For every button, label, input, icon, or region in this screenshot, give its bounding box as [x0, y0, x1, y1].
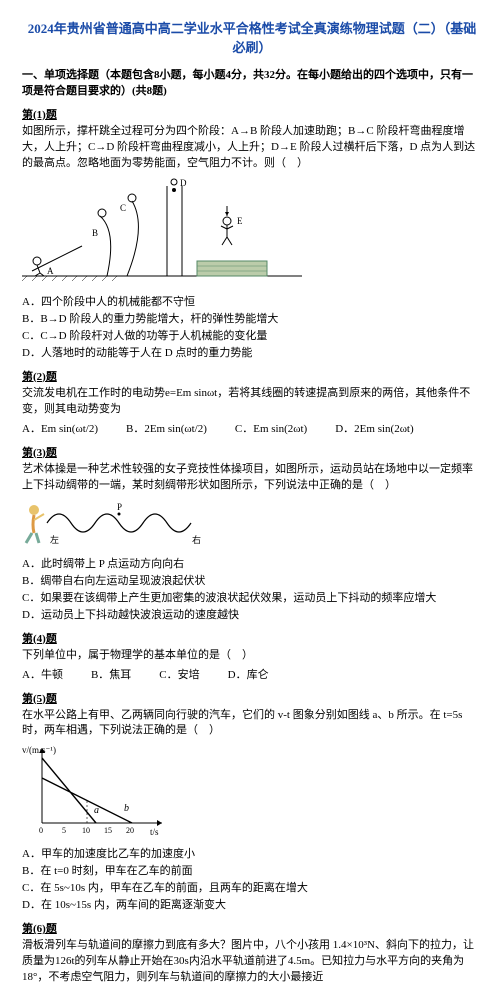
q5-opt-a[interactable]: A．甲车的加速度比乙车的加速度小 — [22, 845, 482, 861]
doc-title: 2024年贵州省普通高中高二学业水平合格性考试全真演练物理试题（二）（基础必刷） — [22, 18, 482, 56]
q5-stem: 在水平公路上有甲、乙两辆同向行驶的汽车，它们的 v-t 图象分别如图线 a、b … — [22, 708, 482, 740]
q5-xaxis-label: t/s — [150, 827, 159, 837]
q1-opt-d[interactable]: D．人落地时的动能等于人在 D 点时的重力势能 — [22, 344, 482, 360]
q1-options: A．四个阶段中人的机械能都不守恒 B．B→D 阶段人的重力势能增大，杆的弹性势能… — [22, 293, 482, 360]
svg-text:D: D — [180, 178, 187, 188]
q3-opt-b[interactable]: B．绸带自右向左运动呈现波浪起伏状 — [22, 572, 482, 588]
q4-opt-b[interactable]: B．焦耳 — [91, 666, 131, 682]
q5-heading: 第(5)题 — [22, 690, 482, 706]
svg-text:10: 10 — [82, 826, 90, 835]
svg-text:20: 20 — [126, 826, 134, 835]
q5-figure: v/(m·s⁻¹) t/s 0 5 10 15 20 a b — [22, 743, 482, 841]
q5-options: A．甲车的加速度比乙车的加速度小 B．在 t=0 时刻，甲车在乙车的前面 C．在… — [22, 845, 482, 912]
q1-figure: A B C D E — [22, 176, 482, 289]
svg-text:P: P — [117, 502, 122, 512]
svg-text:E: E — [237, 216, 243, 226]
svg-text:C: C — [120, 203, 126, 213]
svg-text:右: 右 — [192, 534, 201, 545]
svg-text:左: 左 — [50, 534, 59, 545]
section-heading: 一、单项选择题（本题包含8小题，每小题4分，共32分。在每小题给出的四个选项中，… — [22, 66, 482, 98]
q4-options: A．牛顿 B．焦耳 C．安培 D．库仑 — [22, 666, 482, 682]
q2-opt-a[interactable]: A．Em sin(ωt/2) — [22, 420, 98, 436]
q6-heading: 第(6)题 — [22, 920, 482, 936]
q2-opt-d[interactable]: D．2Em sin(2ωt) — [335, 420, 413, 436]
svg-text:B: B — [92, 228, 98, 238]
q1-heading: 第(1)题 — [22, 106, 482, 122]
svg-text:b: b — [124, 803, 129, 814]
q3-opt-a[interactable]: A．此时绸带上 P 点运动方向向右 — [22, 555, 482, 571]
q3-opt-d[interactable]: D．运动员上下抖动越快波浪运动的速度越快 — [22, 606, 482, 622]
q4-opt-d[interactable]: D．库仑 — [228, 666, 269, 682]
q4-opt-c[interactable]: C．安培 — [159, 666, 199, 682]
q5-opt-c[interactable]: C．在 5s~10s 内，甲车在乙车的前面，且两车的距离在增大 — [22, 879, 482, 895]
svg-text:5: 5 — [62, 826, 66, 835]
q3-heading: 第(3)题 — [22, 444, 482, 460]
q6-stem: 滑板滑列车与轨道间的摩擦力到底有多大？图片中，八个小孩用 1.4×10³N、斜向… — [22, 938, 482, 986]
q2-options: A．Em sin(ωt/2) B．2Em sin(ωt/2) C．Em sin(… — [22, 420, 482, 436]
q2-opt-c[interactable]: C．Em sin(2ωt) — [235, 420, 307, 436]
q3-opt-c[interactable]: C．如果要在该绸带上产生更加密集的波浪状起伏效果，运动员上下抖动的频率应增大 — [22, 589, 482, 605]
q5-yaxis-label: v/(m·s⁻¹) — [22, 745, 56, 755]
q1-stem: 如图所示，撑杆跳全过程可分为四个阶段：A→B 阶段人加速助跑；B→C 阶段杆弯曲… — [22, 124, 482, 172]
q3-stem: 艺术体操是一种艺术性较强的女子竞技性体操项目，如图所示，运动员站在场地中以一定频… — [22, 462, 482, 494]
q1-opt-c[interactable]: C．C→D 阶段杆对人做的功等于人机械能的变化量 — [22, 327, 482, 343]
q2-stem: 交流发电机在工作时的电动势e=Em sinωt，若将其线圈的转速提高到原来的两倍… — [22, 386, 482, 418]
q5-opt-b[interactable]: B．在 t=0 时刻，甲车在乙车的前面 — [22, 862, 482, 878]
svg-text:15: 15 — [104, 826, 112, 835]
svg-text:0: 0 — [39, 826, 43, 835]
q4-heading: 第(4)题 — [22, 630, 482, 646]
q4-stem: 下列单位中，属于物理学的基本单位的是（ ） — [22, 648, 482, 664]
q1-opt-b[interactable]: B．B→D 阶段人的重力势能增大，杆的弹性势能增大 — [22, 310, 482, 326]
q3-options: A．此时绸带上 P 点运动方向向右 B．绸带自右向左运动呈现波浪起伏状 C．如果… — [22, 555, 482, 622]
q5-opt-d[interactable]: D．在 10s~15s 内，两车间的距离逐渐变大 — [22, 896, 482, 912]
q1-opt-a[interactable]: A．四个阶段中人的机械能都不守恒 — [22, 293, 482, 309]
svg-text:A: A — [47, 266, 54, 276]
q3-figure: 左 右 P — [22, 498, 482, 551]
q4-opt-a[interactable]: A．牛顿 — [22, 666, 63, 682]
q2-opt-b[interactable]: B．2Em sin(ωt/2) — [126, 420, 207, 436]
q2-heading: 第(2)题 — [22, 368, 482, 384]
